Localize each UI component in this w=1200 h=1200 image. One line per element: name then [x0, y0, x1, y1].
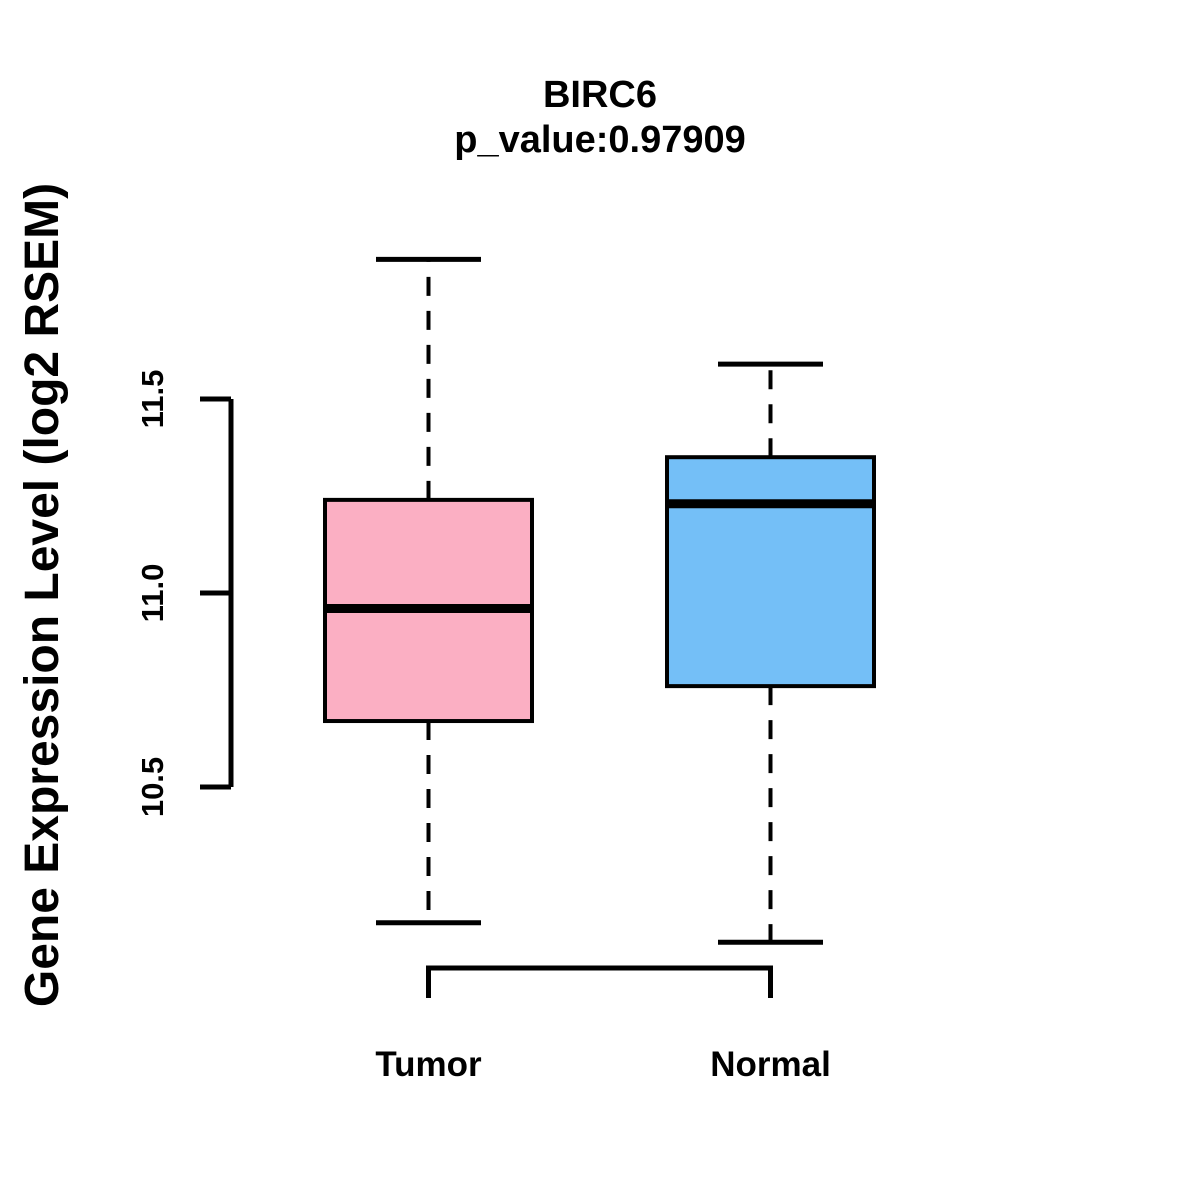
- plot-area: [323, 256, 876, 945]
- iqr-box: [665, 455, 876, 689]
- x-axis-bracket: [426, 965, 773, 998]
- box-group-tumor: [323, 256, 534, 926]
- x-axis-label-tumor: Tumor: [375, 1045, 482, 1084]
- y-axis-tick-label: 10.5: [135, 757, 170, 817]
- x-axis-label-normal: Normal: [710, 1045, 831, 1084]
- x-axis: Tumor Normal: [375, 965, 831, 1084]
- box-group-normal: [665, 361, 876, 945]
- y-axis-tick-label: 11.0: [135, 564, 170, 623]
- y-axis-title: Gene Expression Level (log2 RSEM): [16, 183, 69, 1007]
- y-axis: 10.5 11.0 11.5: [135, 370, 234, 817]
- chart-subtitle-pvalue: p_value:0.97909: [454, 119, 746, 161]
- chart-title: BIRC6: [543, 74, 657, 116]
- y-axis-tick-label: 11.5: [135, 370, 170, 429]
